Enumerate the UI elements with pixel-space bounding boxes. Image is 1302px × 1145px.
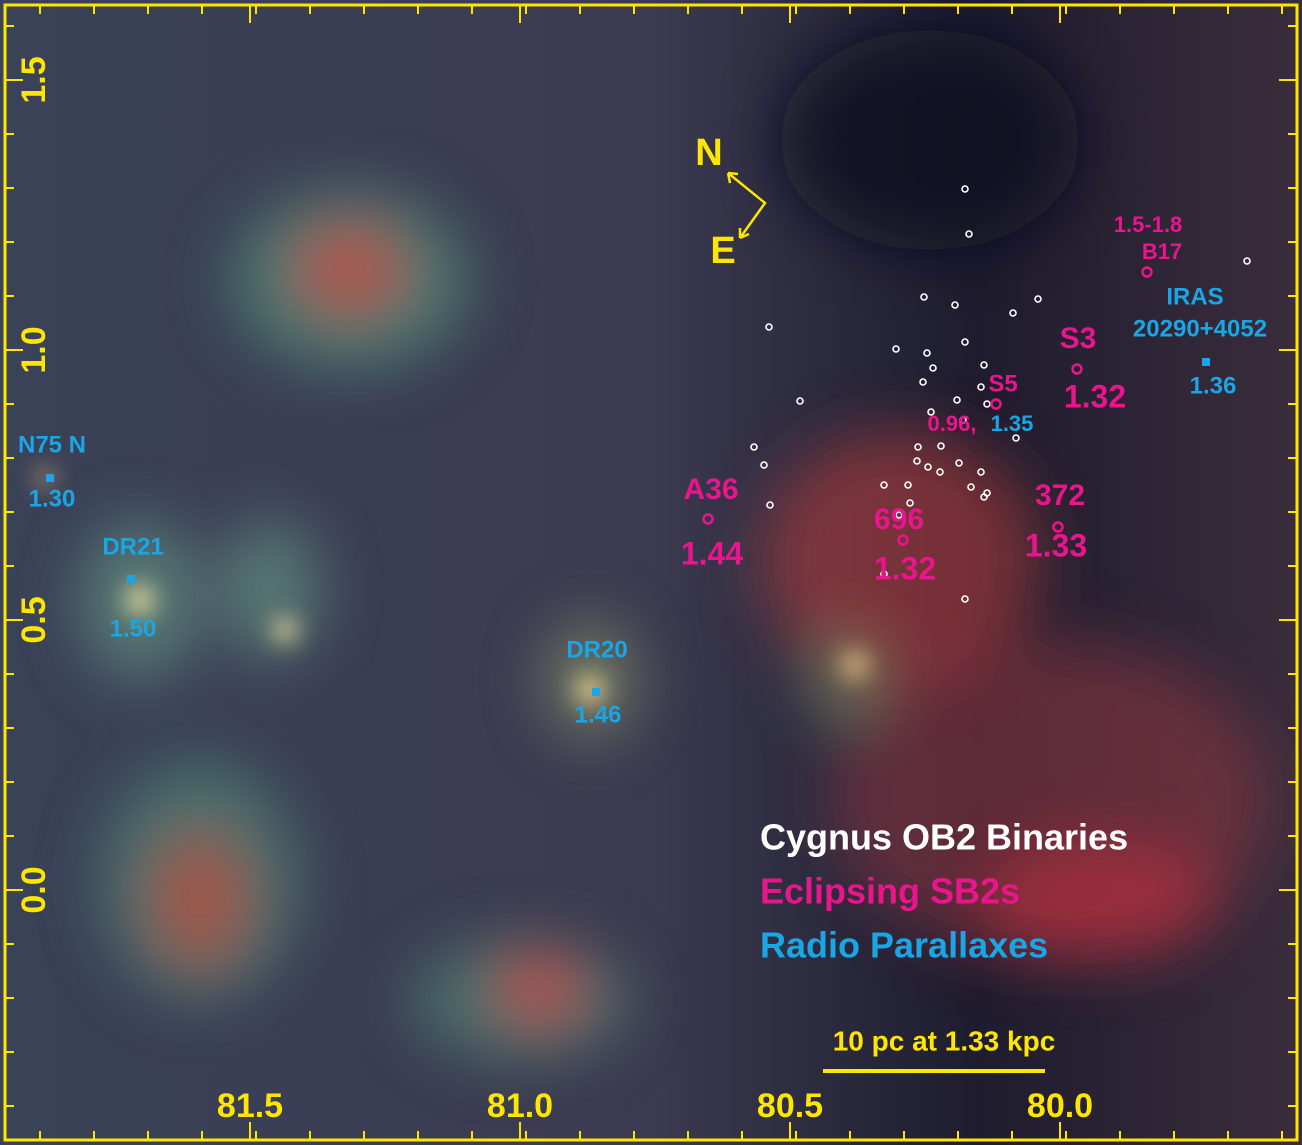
annotation-name: DR20 (566, 636, 627, 663)
annotation-name: B17 (1142, 239, 1182, 264)
binary-star (980, 361, 988, 369)
annotation-name: 20290+4052 (1133, 315, 1267, 342)
binary-star (892, 345, 900, 353)
annotation-distance: 1.44 (681, 535, 743, 571)
legend-entry: Radio Parallaxes (760, 925, 1048, 966)
binary-star (895, 511, 903, 519)
binary-star (961, 595, 969, 603)
annotation-name: S3 (1060, 322, 1097, 355)
annotation-name: IRAS (1166, 283, 1223, 310)
annotation-name: 372 (1035, 479, 1085, 512)
compass-north: N (695, 132, 722, 174)
eclipsing-marker (1141, 266, 1153, 278)
binary-star (955, 459, 963, 467)
annotation-distance: 0.96, (928, 411, 977, 436)
radio-marker (592, 688, 600, 696)
binary-star (1012, 434, 1020, 442)
nebula (80, 30, 1270, 1060)
radio-marker (127, 575, 135, 583)
radio-marker (46, 474, 54, 482)
x-tick-label: 81.5 (217, 1087, 283, 1125)
binary-star (951, 301, 959, 309)
binary-star (965, 230, 973, 238)
binary-star (977, 383, 985, 391)
binary-star (760, 461, 768, 469)
eclipsing-marker (897, 534, 909, 546)
binary-star (936, 468, 944, 476)
eclipsing-marker (1071, 363, 1083, 375)
binary-star (880, 481, 888, 489)
binary-star (961, 185, 969, 193)
binary-star (1243, 257, 1251, 265)
binary-star (977, 468, 985, 476)
annotation-distance: 1.50 (110, 615, 157, 642)
y-tick-label: 1.0 (15, 326, 53, 373)
annotation-distance: 1.5-1.8 (1114, 212, 1183, 237)
binary-star (961, 338, 969, 346)
annotation-name: N75 N (18, 431, 86, 458)
eclipsing-marker (1052, 521, 1064, 533)
binary-star (937, 442, 945, 450)
eclipsing-marker (990, 398, 1002, 410)
binary-star (765, 323, 773, 331)
annotation-distance: 1.46 (575, 701, 622, 728)
binary-star (796, 397, 804, 405)
annotation-distance: 1.35 (991, 411, 1034, 436)
bright-regions (37, 470, 867, 704)
x-tick-label: 81.0 (487, 1087, 553, 1125)
radio-marker (1202, 358, 1210, 366)
binary-star (750, 443, 758, 451)
annotation-distance: 1.33 (1025, 527, 1087, 563)
frame (3, 3, 1299, 1142)
binary-star (919, 378, 927, 386)
binary-star (906, 499, 914, 507)
compass-arrows (726, 171, 767, 240)
annotation-distance: 1.32 (1064, 378, 1126, 414)
binary-star (913, 457, 921, 465)
annotation-name: 696 (874, 503, 924, 536)
binary-star (983, 400, 991, 408)
y-tick-label: 0.0 (15, 866, 53, 913)
compass-east: E (710, 230, 735, 272)
annotation-distance: 1.32 (874, 550, 936, 586)
binary-star (924, 463, 932, 471)
annotation-name: S5 (988, 370, 1017, 397)
annotation-name: A36 (683, 473, 738, 506)
binary-star (920, 293, 928, 301)
binary-star (967, 483, 975, 491)
binary-star (953, 396, 961, 404)
legend-entry: Cygnus OB2 Binaries (760, 817, 1128, 858)
annotation-distance: 1.30 (29, 485, 76, 512)
x-tick-label: 80.0 (1027, 1087, 1093, 1125)
eclipsing-marker (702, 513, 714, 525)
annotation-name: DR21 (102, 533, 163, 560)
binary-star (980, 493, 988, 501)
binary-star (929, 364, 937, 372)
binary-star (766, 501, 774, 509)
binary-star (904, 481, 912, 489)
binary-star (1034, 295, 1042, 303)
binary-star (914, 443, 922, 451)
x-tick-label: 80.5 (757, 1087, 823, 1125)
legend-entry: Eclipsing SB2s (760, 871, 1020, 912)
binary-star (959, 416, 967, 424)
binary-star (1009, 309, 1017, 317)
binary-star (880, 570, 888, 578)
annotation-distance: 1.36 (1190, 372, 1237, 399)
scale-bar-label: 10 pc at 1.33 kpc (833, 1025, 1056, 1056)
y-tick-label: 0.5 (15, 596, 53, 643)
binary-star (923, 349, 931, 357)
binary-star (927, 408, 935, 416)
y-tick-label: 1.5 (15, 56, 53, 103)
